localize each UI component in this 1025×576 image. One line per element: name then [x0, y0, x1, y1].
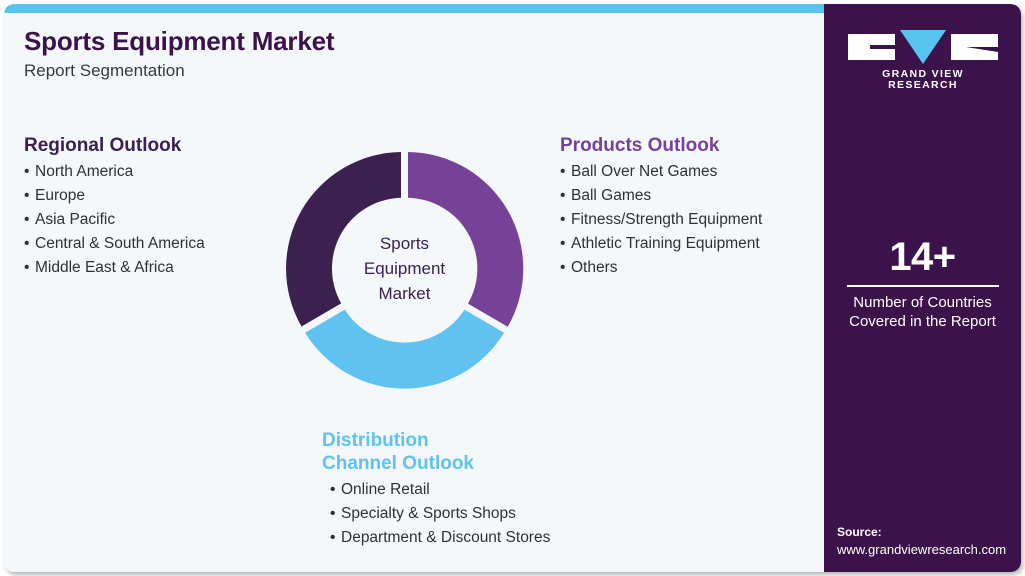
products-outlook-section: Products Outlook • Ball Over Net Games • B…: [560, 134, 822, 280]
bullet-icon: •: [24, 211, 30, 229]
segmentation-donut-chart: Sports Equipment Market: [262, 126, 547, 411]
stat-caption-line-1: Number of Countries: [853, 294, 992, 311]
list-item: • Europe: [24, 184, 274, 208]
source-label: Source:: [837, 525, 882, 539]
list-item-label: Specialty & Sports Shops: [341, 505, 516, 523]
bullet-icon: •: [560, 163, 566, 181]
list-item-label: North America: [35, 163, 134, 181]
list-item: • North America: [24, 160, 274, 184]
bullet-icon: •: [560, 259, 566, 277]
list-item: • Central & South America: [24, 232, 274, 256]
gvr-logo-icon: [848, 30, 998, 64]
regional-outlook-list: • North America • Europe • Asia Pacific • Ce…: [24, 160, 274, 280]
list-item: • Asia Pacific: [24, 208, 274, 232]
donut-segment-regional: [286, 152, 401, 327]
bullet-icon: •: [560, 235, 566, 253]
distribution-outlook-section: Distribution Channel Outlook • Online Ret…: [322, 429, 652, 550]
stat-caption: Number of Countries Covered in the Repor…: [834, 293, 1011, 331]
list-item-label: Department & Discount Stores: [341, 529, 551, 547]
list-item-label: Others: [571, 259, 618, 277]
side-panel: GRAND VIEW RESEARCH 14+ Number of Countr…: [824, 4, 1021, 572]
list-item: • Ball Over Net Games: [560, 160, 822, 184]
list-item-label: Online Retail: [341, 481, 430, 499]
regional-outlook-heading: Regional Outlook: [24, 135, 182, 156]
brand-logo: GRAND VIEW RESEARCH: [848, 30, 998, 90]
donut-segment-distribution: [305, 309, 505, 389]
list-item-label: Europe: [35, 187, 85, 205]
bullet-icon: •: [24, 163, 30, 181]
list-item: • Fitness/Strength Equipment: [560, 208, 822, 232]
brand-logo-text: GRAND VIEW RESEARCH: [882, 68, 964, 91]
donut-svg: [286, 152, 524, 389]
donut-segment-products: [408, 152, 524, 327]
list-item: • Online Retail: [330, 478, 652, 502]
source-url[interactable]: www.grandviewresearch.com: [837, 542, 1007, 557]
list-item-label: Ball Over Net Games: [571, 163, 718, 181]
list-item-label: Asia Pacific: [35, 211, 116, 229]
list-item-label: Middle East & Africa: [35, 259, 174, 277]
distribution-heading-line-2: Channel Outlook: [322, 453, 474, 475]
v-triangle-icon: [900, 30, 946, 64]
bullet-icon: •: [560, 211, 566, 229]
list-item-label: Athletic Training Equipment: [571, 235, 760, 253]
bullet-icon: •: [560, 187, 566, 205]
distribution-outlook-list: • Online Retail • Specialty & Sports Shops…: [322, 478, 652, 550]
source-block: Source: www.grandviewresearch.com: [837, 524, 1015, 558]
stat-block: 14+ Number of Countries Covered in the R…: [834, 236, 1011, 331]
list-item: • Athletic Training Equipment: [560, 232, 822, 256]
list-item: • Middle East & Africa: [24, 256, 274, 280]
bullet-icon: •: [330, 481, 336, 499]
distribution-outlook-heading: Distribution Channel Outlook: [322, 429, 652, 475]
top-accent-strip: [4, 4, 824, 13]
bullet-icon: •: [24, 259, 30, 277]
page-subtitle: Report Segmentation: [24, 60, 185, 80]
products-outlook-heading: Products Outlook: [560, 135, 720, 156]
list-item: • Specialty & Sports Shops: [330, 502, 652, 526]
regional-outlook-section: Regional Outlook • North America • Europe …: [24, 134, 274, 280]
bullet-icon: •: [330, 505, 336, 523]
page-title: Sports Equipment Market: [24, 26, 335, 56]
stat-divider: [846, 285, 999, 287]
products-outlook-list: • Ball Over Net Games • Ball Games • Fitnes…: [560, 160, 822, 280]
bullet-icon: •: [330, 529, 336, 547]
list-item: • Others: [560, 256, 822, 280]
header: Sports Equipment Market Report Segmentat…: [24, 26, 724, 81]
main-card: Sports Equipment Market Report Segmentat…: [4, 4, 1021, 572]
list-item-label: Fitness/Strength Equipment: [571, 211, 763, 229]
stat-caption-line-2: Covered in the Report: [849, 313, 996, 330]
bullet-icon: •: [24, 187, 30, 205]
list-item-label: Ball Games: [571, 187, 652, 205]
stat-value: 14+: [889, 235, 956, 279]
list-item-label: Central & South America: [35, 235, 205, 253]
list-item: • Ball Games: [560, 184, 822, 208]
list-item: • Department & Discount Stores: [330, 526, 652, 550]
bullet-icon: •: [24, 235, 30, 253]
distribution-heading-line-1: Distribution: [322, 430, 429, 451]
